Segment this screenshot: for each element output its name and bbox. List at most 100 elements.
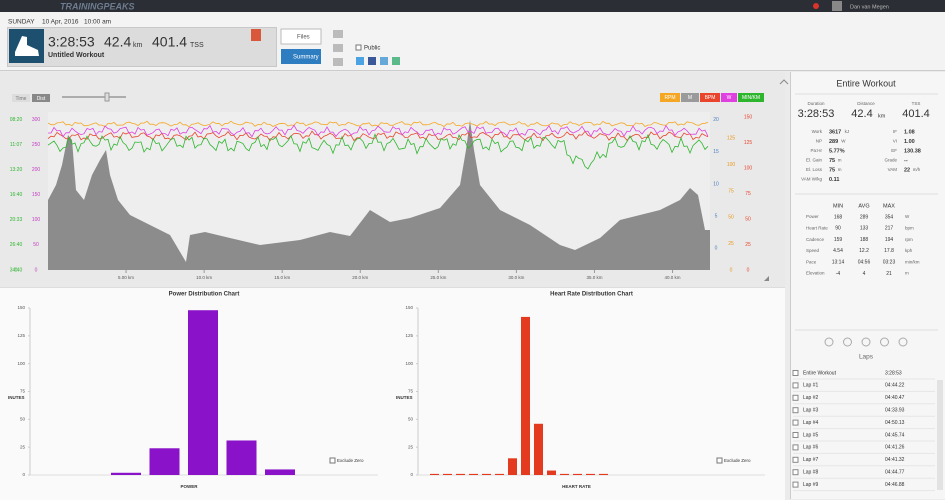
y-tick-label: 150: [405, 305, 413, 310]
share-icon[interactable]: [368, 57, 376, 65]
lap-time: 04:50.13: [885, 420, 905, 426]
summary-label: Duration: [807, 101, 825, 106]
metric-unit: m: [838, 158, 842, 163]
pace-label: 0: [15, 267, 18, 273]
bar: [482, 473, 491, 475]
lap-checkbox[interactable]: [792, 394, 799, 401]
summary-label: Distance: [857, 101, 875, 106]
y-tick-label: 0: [22, 472, 25, 477]
lap-name: Lap #7: [803, 457, 819, 463]
toggle-label: Time: [16, 96, 27, 102]
y-tick-label: 100: [405, 361, 413, 366]
y-tick-label: 200: [32, 167, 41, 173]
header-icon[interactable]: [333, 58, 343, 66]
summary-label: TSS: [912, 101, 921, 106]
legend-button[interactable]: [700, 93, 720, 102]
metric-unit: W: [841, 139, 846, 144]
y-tick-label: 125: [405, 333, 413, 338]
toggle-button[interactable]: [32, 94, 50, 102]
share-icon[interactable]: [380, 57, 388, 65]
y-tick-label: 0: [410, 472, 413, 477]
legend-button[interactable]: [738, 93, 764, 102]
exclude-zero-checkbox[interactable]: [716, 457, 723, 464]
scrollbar[interactable]: [937, 380, 943, 490]
y-tick-label: 50: [745, 216, 751, 222]
toggle-button[interactable]: [12, 94, 30, 102]
summary-button[interactable]: [281, 49, 321, 64]
lap-tool-icon[interactable]: [824, 337, 834, 347]
metric-value: --: [904, 158, 908, 164]
table-cell: 17.8: [884, 248, 894, 254]
lap-name: Lap #6: [803, 445, 819, 451]
table-cell: 90: [835, 226, 841, 232]
laps-title: Laps: [859, 354, 874, 361]
x-tick-label: 10.0 km: [196, 275, 212, 280]
lap-checkbox[interactable]: [792, 382, 799, 389]
table-unit: bpm: [905, 225, 914, 230]
header-icon[interactable]: [333, 44, 343, 52]
bar: [534, 423, 543, 475]
legend-button[interactable]: [681, 93, 699, 102]
scroll-arrow-up[interactable]: [779, 79, 789, 85]
files-button[interactable]: [280, 28, 322, 45]
y-tick-label: 75: [728, 188, 734, 194]
lap-time: 04:45.74: [885, 432, 905, 438]
y-tick-label: 150: [17, 305, 25, 310]
lap-name: Lap #1: [803, 383, 819, 389]
lap-time: 04:41.32: [885, 457, 905, 463]
summary-value: 401.4: [902, 108, 930, 120]
exclude-zero-checkbox[interactable]: [329, 457, 336, 464]
legend-button[interactable]: [660, 93, 680, 102]
metric-label: Grade: [884, 158, 897, 163]
pace-label: 13:20: [10, 167, 23, 173]
metric-value: 1.00: [904, 139, 915, 145]
lap-tool-icon[interactable]: [898, 337, 908, 347]
right-panel: [790, 72, 945, 499]
table-cell: 217: [885, 226, 894, 232]
lap-checkbox[interactable]: [792, 432, 799, 438]
public-checkbox[interactable]: [355, 44, 362, 51]
share-icon[interactable]: [356, 57, 364, 65]
lap-checkbox[interactable]: [792, 456, 799, 463]
zoom-handle[interactable]: [104, 92, 110, 102]
share-icon[interactable]: [392, 57, 400, 65]
table-cell: 354: [885, 214, 894, 220]
lap-checkbox[interactable]: [792, 469, 799, 476]
table-cell: 188: [860, 237, 869, 243]
lap-checkbox[interactable]: [792, 407, 799, 414]
y-tick-label: 125: [17, 333, 25, 338]
table-unit: m: [905, 271, 909, 276]
metric-value: 5.77%: [829, 148, 845, 154]
legend-button[interactable]: [721, 93, 737, 102]
table-unit: min/km: [905, 259, 920, 264]
lap-tool-icon[interactable]: [843, 337, 852, 347]
distance-unit: km: [133, 42, 143, 49]
lap-checkbox[interactable]: [792, 481, 799, 488]
distribution-panel: [0, 287, 785, 500]
lap-tool-icon[interactable]: [880, 337, 889, 347]
metric-label: El. Gain: [806, 158, 823, 163]
y-tick-label: 150: [744, 114, 753, 120]
metric-label: EF: [891, 148, 897, 153]
lap-checkbox[interactable]: [792, 419, 799, 426]
x-tick-label: 35.0 km: [586, 275, 602, 280]
x-tick-label: 40.0 km: [665, 275, 681, 280]
x-tick-label: 5.00 km: [118, 275, 134, 280]
lap-time: 04:41.26: [885, 445, 905, 451]
y-tick-label: 25: [408, 444, 414, 449]
files-button-label: Files: [297, 35, 310, 41]
lap-checkbox[interactable]: [792, 444, 799, 451]
header-icon[interactable]: [333, 30, 343, 38]
bar: [560, 473, 569, 475]
y-tick-label: 25: [745, 242, 751, 248]
metric-value: 3617: [829, 129, 841, 135]
metric-label: VAM W/kg: [801, 177, 822, 182]
y-tick-label: 125: [727, 136, 736, 142]
lap-checkbox[interactable]: [792, 370, 799, 376]
tss: 401.4: [152, 34, 187, 50]
y-tick-label: 25: [728, 241, 734, 247]
y-tick-label: 250: [32, 142, 41, 148]
lap-tool-icon[interactable]: [861, 337, 871, 347]
top-bar: [0, 0, 945, 12]
